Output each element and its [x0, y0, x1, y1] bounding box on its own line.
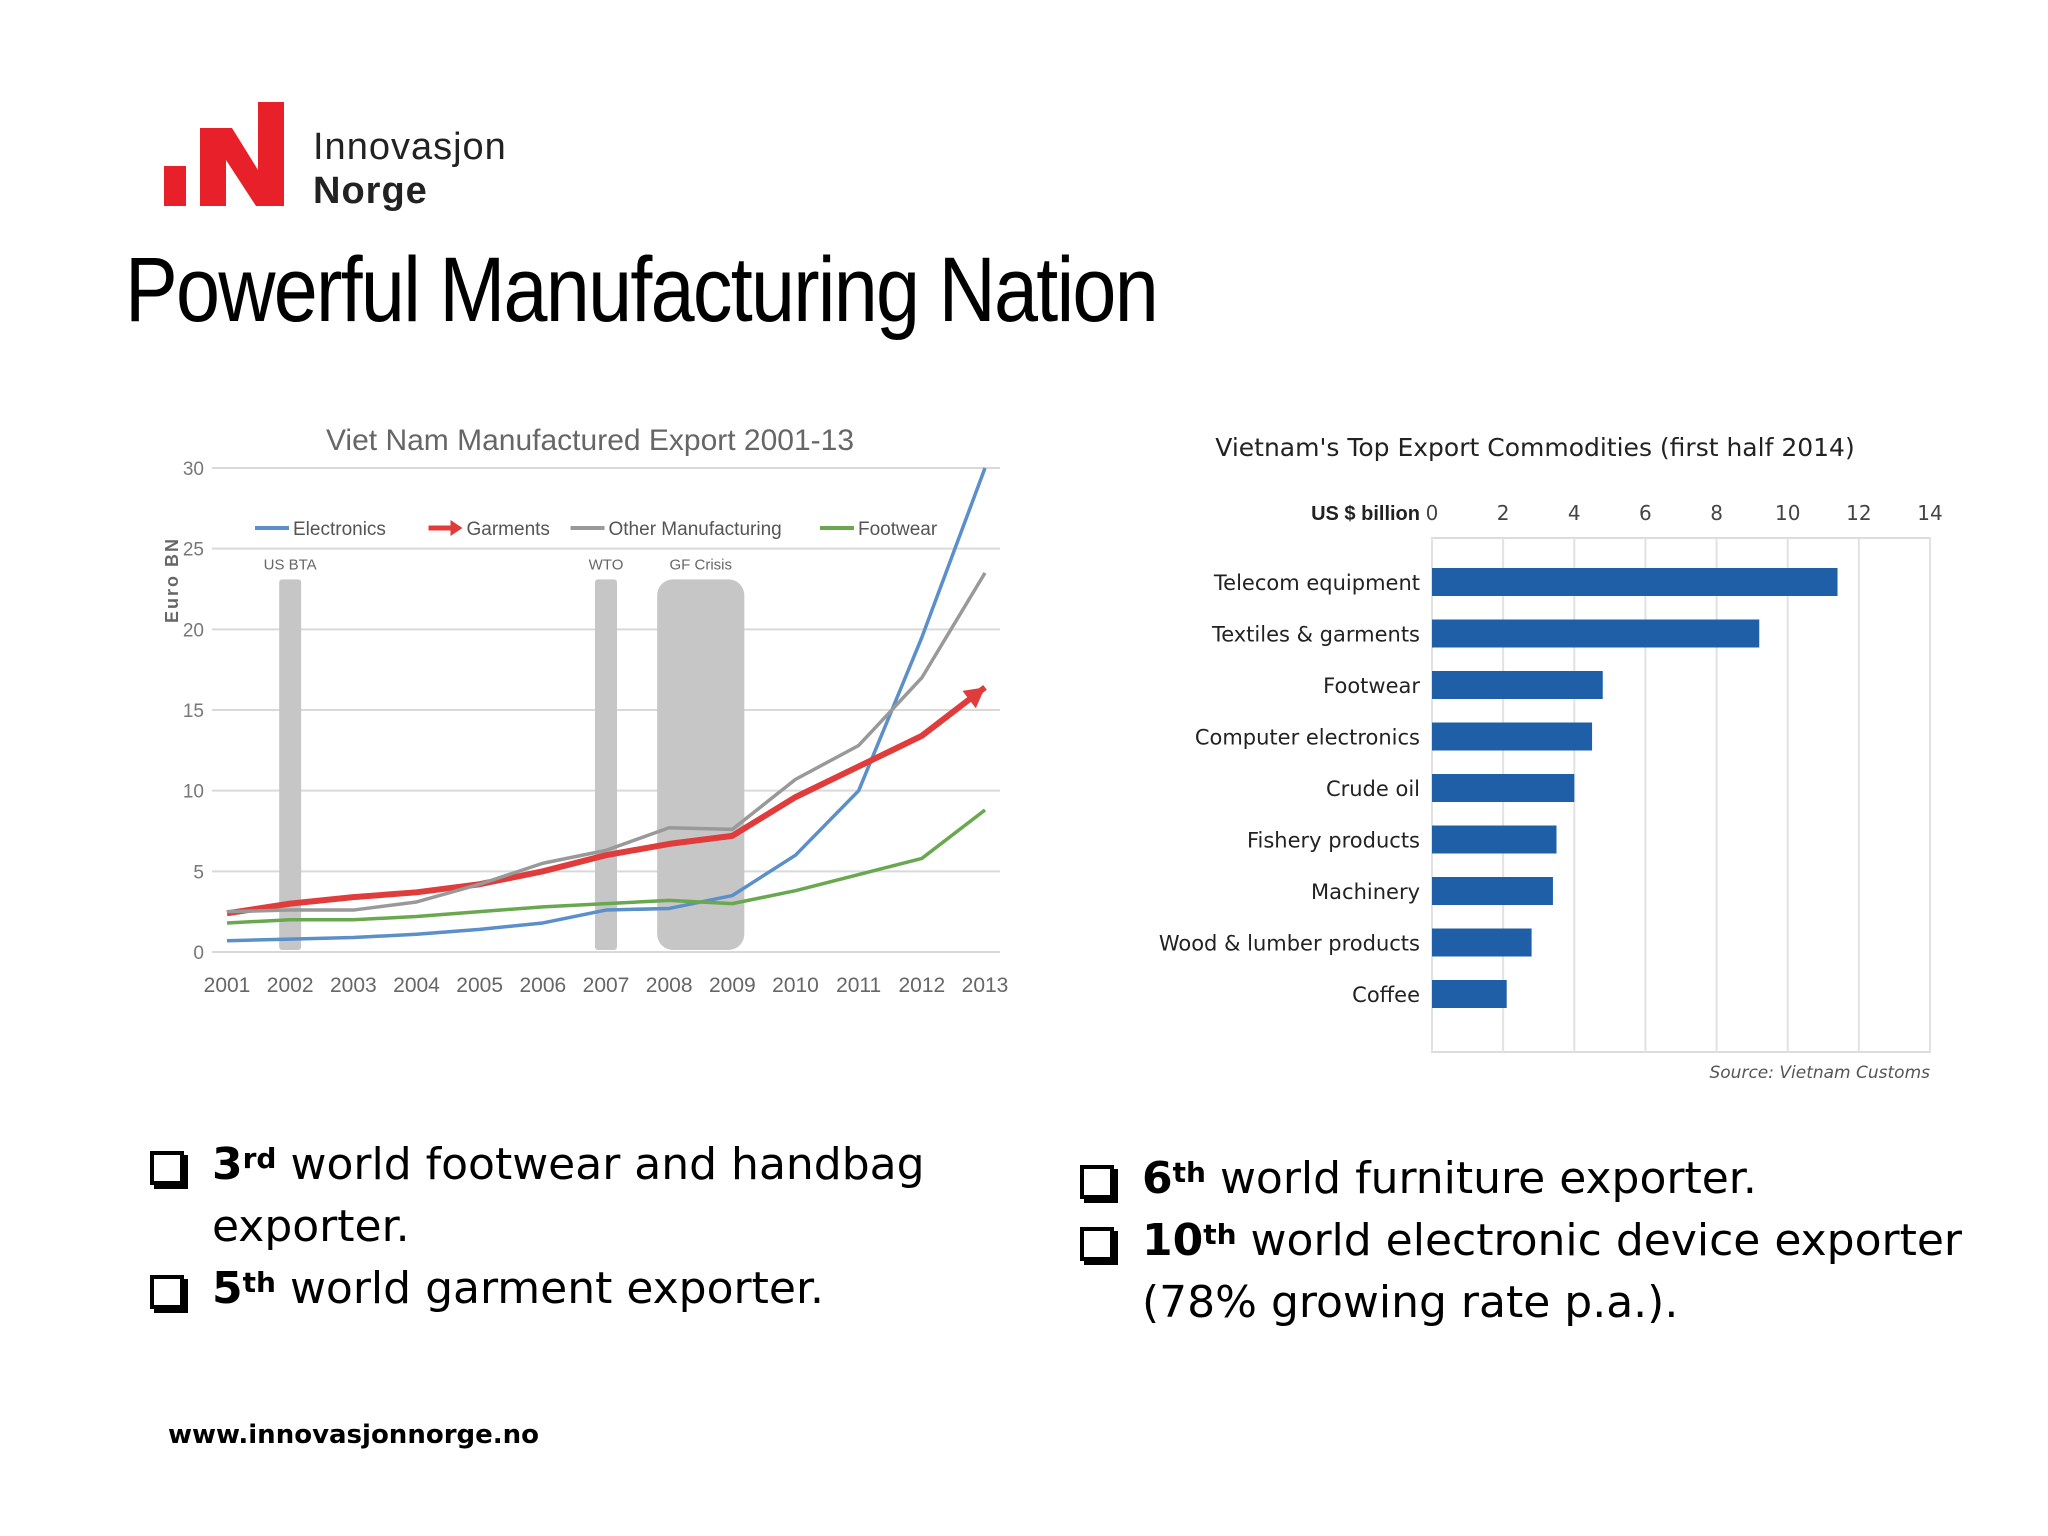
x-tick-label: 2007 — [583, 974, 630, 997]
x-tick-label: 2009 — [709, 974, 756, 997]
x-tick-label: 2011 — [836, 974, 881, 997]
bar-machinery — [1432, 877, 1553, 905]
x-tick-label: 2012 — [898, 974, 945, 997]
category-label: Computer electronics — [1195, 726, 1420, 750]
chart-source: Source: Vietnam Customs — [1709, 1063, 1930, 1083]
bullet-item: 3rd world footwear and handbag exporter. — [150, 1134, 970, 1258]
x-tick-label: 2003 — [330, 974, 377, 997]
top-export-commodities-bar-chart: Vietnam's Top Export Commodities (first … — [1159, 433, 1943, 1083]
checkbox-bullet-icon — [1080, 1227, 1114, 1261]
bullet-text: world garment exporter. — [275, 1263, 824, 1314]
x-tick-label: 2013 — [962, 974, 1009, 997]
bar-textiles-garments — [1432, 619, 1760, 648]
x-tick-label: 2010 — [772, 974, 819, 997]
rank-number: 5 — [212, 1263, 243, 1314]
category-label: Fishery products — [1247, 829, 1420, 853]
category-label: Textiles & garments — [1211, 623, 1420, 647]
page-title: Powerful Manufacturing Nation — [125, 239, 1159, 341]
bullets-right: 6th world furniture exporter. 10th world… — [1080, 1148, 1980, 1334]
series-line-garments — [226, 685, 987, 917]
bar-coffee — [1432, 980, 1507, 1008]
bullets-left: 3rd world footwear and handbag exporter.… — [150, 1134, 970, 1320]
rank-suffix: rd — [242, 1142, 277, 1175]
series-line-footwear — [226, 808, 987, 925]
rank-number: 10 — [1142, 1215, 1204, 1266]
bar-wood-lumber-products — [1432, 928, 1532, 957]
x-tick-label: 12 — [1846, 501, 1871, 525]
y-tick-label: 15 — [183, 701, 204, 722]
x-axis-label: US $ billion — [1311, 503, 1420, 525]
bar-crude-oil — [1432, 774, 1575, 802]
x-tick-label: 2001 — [204, 974, 251, 997]
y-axis-label: Euro BN — [162, 537, 182, 623]
category-label: Footwear — [1323, 674, 1420, 698]
logo-text-line2: Norge — [313, 170, 428, 212]
series-line-other-manufacturing — [226, 571, 987, 914]
logo-square — [164, 166, 186, 206]
category-label: Coffee — [1352, 983, 1420, 1007]
x-tick-label: 2002 — [267, 974, 314, 997]
rank-suffix: th — [1172, 1156, 1206, 1189]
x-tick-label: 6 — [1639, 501, 1652, 525]
category-label: Telecom equipment — [1213, 571, 1420, 595]
x-tick-label: 10 — [1775, 501, 1800, 525]
chart-title: Vietnam's Top Export Commodities (first … — [1215, 433, 1854, 462]
rank-number: 3 — [212, 1139, 243, 1190]
x-tick-label: 2 — [1497, 501, 1510, 525]
legend-label: Footwear — [858, 519, 938, 540]
category-label: Crude oil — [1326, 777, 1420, 801]
event-label: WTO — [589, 556, 624, 573]
x-tick-label: 2006 — [519, 974, 566, 997]
logo-n-shape — [200, 102, 284, 206]
legend-label: Electronics — [293, 519, 386, 540]
x-tick-label: 14 — [1917, 501, 1942, 525]
bullet-item: 5th world garment exporter. — [150, 1258, 970, 1320]
y-tick-label: 10 — [183, 782, 204, 803]
checkbox-bullet-icon — [150, 1151, 184, 1185]
rank-number: 6 — [1142, 1153, 1173, 1204]
y-tick-label: 5 — [193, 862, 204, 883]
arrow-head — [962, 687, 985, 709]
innovasjon-norge-logo-mark — [164, 102, 284, 206]
footer-url[interactable]: www.innovasjonnorge.no — [168, 1420, 540, 1450]
bar-computer-electronics — [1432, 722, 1593, 751]
event-band — [595, 579, 617, 950]
x-tick-label: 2005 — [456, 974, 503, 997]
y-tick-label: 20 — [183, 620, 204, 641]
bar-footwear — [1432, 671, 1603, 699]
bullet-text: world footwear and handbag exporter. — [212, 1139, 925, 1252]
bar-fishery-products — [1432, 825, 1557, 854]
bar-telecom-equipment — [1432, 568, 1838, 596]
bullet-text: world furniture exporter. — [1205, 1153, 1757, 1204]
x-tick-label: 2008 — [646, 974, 693, 997]
bullet-text: world electronic device exporter (78% gr… — [1142, 1215, 1963, 1328]
y-tick-label: 30 — [183, 459, 204, 480]
bullet-item: 6th world furniture exporter. — [1080, 1148, 1980, 1210]
checkbox-bullet-icon — [1080, 1165, 1114, 1199]
x-tick-label: 8 — [1710, 501, 1723, 525]
rank-suffix: th — [1203, 1218, 1237, 1251]
legend-arrow — [450, 520, 463, 536]
bullet-item: 10th world electronic device exporter (7… — [1080, 1210, 1980, 1334]
x-tick-label: 0 — [1426, 501, 1439, 525]
event-label: GF Crisis — [670, 556, 733, 573]
category-label: Wood & lumber products — [1159, 932, 1420, 956]
manufactured-export-line-chart: Viet Nam Manufactured Export 2001-13 Eur… — [162, 424, 1009, 997]
chart-title: Viet Nam Manufactured Export 2001-13 — [326, 424, 854, 457]
series-line-electronics — [226, 467, 987, 943]
logo-text-line1: Innovasjon — [313, 126, 507, 168]
event-label: US BTA — [264, 556, 317, 573]
y-tick-label: 25 — [183, 540, 204, 561]
x-tick-label: 4 — [1568, 501, 1581, 525]
checkbox-bullet-icon — [150, 1275, 184, 1309]
x-tick-label: 2004 — [393, 974, 440, 997]
legend-label: Other Manufacturing — [609, 519, 782, 540]
category-label: Machinery — [1311, 880, 1420, 904]
event-band — [279, 579, 302, 950]
legend-label: Garments — [467, 519, 550, 540]
y-tick-label: 0 — [193, 943, 204, 964]
event-band — [657, 579, 745, 950]
rank-suffix: th — [242, 1266, 276, 1299]
